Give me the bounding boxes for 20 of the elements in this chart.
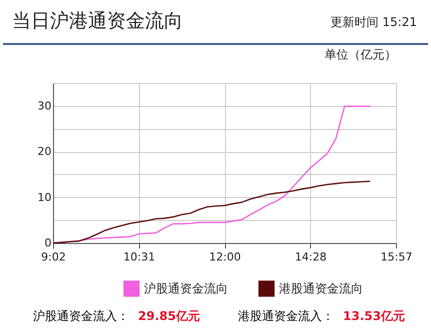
text: 港股通资金流入： [238, 308, 334, 325]
line-series [52, 106, 371, 244]
x-tick-label: 10:31 [123, 250, 156, 264]
y-tick-label: 10 [38, 190, 52, 204]
chart-title: 当日沪港通资金流向 [12, 9, 183, 34]
y-tick-label: 30 [38, 99, 52, 112]
text: 29.85亿元 [138, 308, 200, 325]
chart-subtitle: 更新时间 15:21 [330, 14, 417, 31]
line-series [52, 180, 371, 244]
y-axis-title: 单位（亿元） [324, 48, 396, 62]
y-tick-label: 0 [44, 236, 52, 250]
x-tick-label: 14:28 [294, 250, 327, 264]
legend-label: 港股通资金流向 [279, 282, 363, 296]
text: 13.53亿元 [343, 308, 405, 325]
legend-label: 沪股通资金流向 [144, 282, 228, 296]
text: 沪股通资金流入： [33, 308, 129, 325]
x-tick-label: 12:00 [209, 250, 241, 264]
x-tick-label: 9:02 [41, 250, 66, 264]
y-tick-label: 20 [38, 145, 52, 158]
x-tick-label: 15:57 [380, 250, 412, 264]
